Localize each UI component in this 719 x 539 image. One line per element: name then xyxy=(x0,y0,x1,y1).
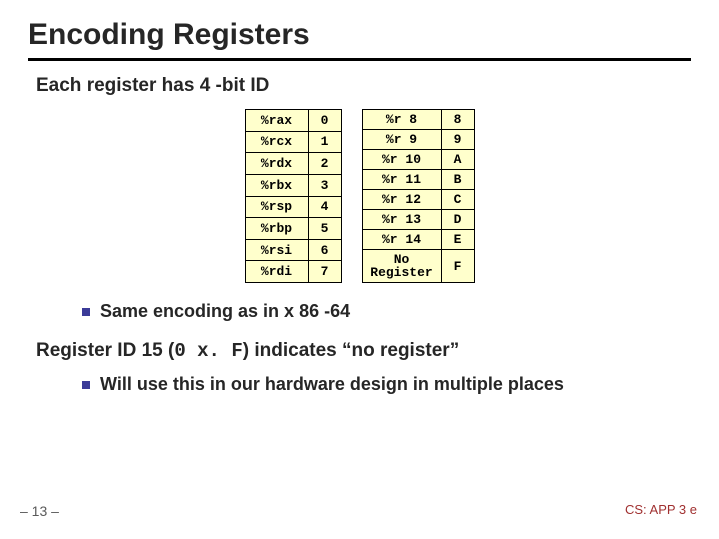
bullet-text: Will use this in our hardware design in … xyxy=(100,374,564,395)
bullet-square-icon xyxy=(82,381,90,389)
reg-name-cell: %r 13 xyxy=(362,210,441,230)
reg-name-cell: %rbx xyxy=(245,174,308,196)
reg-id-cell: 9 xyxy=(441,130,474,150)
bullet-item: Same encoding as in x 86 -64 xyxy=(82,301,691,322)
reg-name-cell: %rsp xyxy=(245,196,308,218)
reg-name-cell: %rax xyxy=(245,110,308,132)
table-row: %r 12C xyxy=(362,190,474,210)
table-row: %r 88 xyxy=(362,110,474,130)
table-row: %rdi7 xyxy=(245,261,341,283)
table-row: %r 11B xyxy=(362,170,474,190)
subheading-mono: 0 x. F xyxy=(174,340,242,362)
table-row: %rsp4 xyxy=(245,196,341,218)
reg-id-cell: 6 xyxy=(308,239,341,261)
table-row: %rdx2 xyxy=(245,153,341,175)
table-row: %r 13D xyxy=(362,210,474,230)
reg-name-cell: %r 10 xyxy=(362,150,441,170)
reg-id-cell: A xyxy=(441,150,474,170)
reg-id-cell: 8 xyxy=(441,110,474,130)
reg-name-cell: %rdi xyxy=(245,261,308,283)
table-row: %rax0 xyxy=(245,110,341,132)
reg-name-cell: %r 12 xyxy=(362,190,441,210)
subheading-post: ) indicates “no register” xyxy=(243,340,459,361)
reg-id-cell: 1 xyxy=(308,131,341,153)
subheading-pre: Register ID 15 ( xyxy=(36,340,174,361)
reg-id-cell: C xyxy=(441,190,474,210)
subtitle: Each register has 4 -bit ID xyxy=(36,75,691,97)
register-table-right: %r 88 %r 99 %r 10A %r 11B %r 12C %r 13D … xyxy=(362,109,475,283)
slide-title: Encoding Registers xyxy=(28,18,691,52)
reg-id-cell: 7 xyxy=(308,261,341,283)
table-row: %rsi6 xyxy=(245,239,341,261)
subheading: Register ID 15 (0 x. F) indicates “no re… xyxy=(36,340,691,362)
reg-id-cell: E xyxy=(441,230,474,250)
reg-name-cell: %r 11 xyxy=(362,170,441,190)
reg-name-cell: %rbp xyxy=(245,218,308,240)
reg-id-cell: F xyxy=(441,250,474,283)
table-row: %rbp5 xyxy=(245,218,341,240)
reg-id-cell: 5 xyxy=(308,218,341,240)
reg-name-cell: %rcx xyxy=(245,131,308,153)
reg-name-cell: %r 14 xyxy=(362,230,441,250)
table-row: %rcx1 xyxy=(245,131,341,153)
reg-id-cell: B xyxy=(441,170,474,190)
register-tables: %rax0 %rcx1 %rdx2 %rbx3 %rsp4 %rbp5 %rsi… xyxy=(28,109,691,283)
reg-id-cell: 4 xyxy=(308,196,341,218)
reg-id-cell: 3 xyxy=(308,174,341,196)
reg-name-cell: %rdx xyxy=(245,153,308,175)
table-row: %r 14E xyxy=(362,230,474,250)
table-row: %r 99 xyxy=(362,130,474,150)
reg-id-cell: 0 xyxy=(308,110,341,132)
slide: Encoding Registers Each register has 4 -… xyxy=(0,0,719,539)
table-row: %rbx3 xyxy=(245,174,341,196)
reg-name-cell: %r 8 xyxy=(362,110,441,130)
reg-id-cell: D xyxy=(441,210,474,230)
reg-name-cell: %rsi xyxy=(245,239,308,261)
title-underline xyxy=(28,58,691,61)
footer-label: CS: APP 3 e xyxy=(625,502,697,517)
table-row: %r 10A xyxy=(362,150,474,170)
table-row: No RegisterF xyxy=(362,250,474,283)
bullet-item: Will use this in our hardware design in … xyxy=(82,374,691,395)
reg-name-cell: %r 9 xyxy=(362,130,441,150)
register-table-left: %rax0 %rcx1 %rdx2 %rbx3 %rsp4 %rbp5 %rsi… xyxy=(245,109,342,283)
bullet-square-icon xyxy=(82,308,90,316)
bullet-text: Same encoding as in x 86 -64 xyxy=(100,301,350,322)
reg-name-cell: No Register xyxy=(362,250,441,283)
page-number: – 13 – xyxy=(20,503,59,519)
reg-id-cell: 2 xyxy=(308,153,341,175)
